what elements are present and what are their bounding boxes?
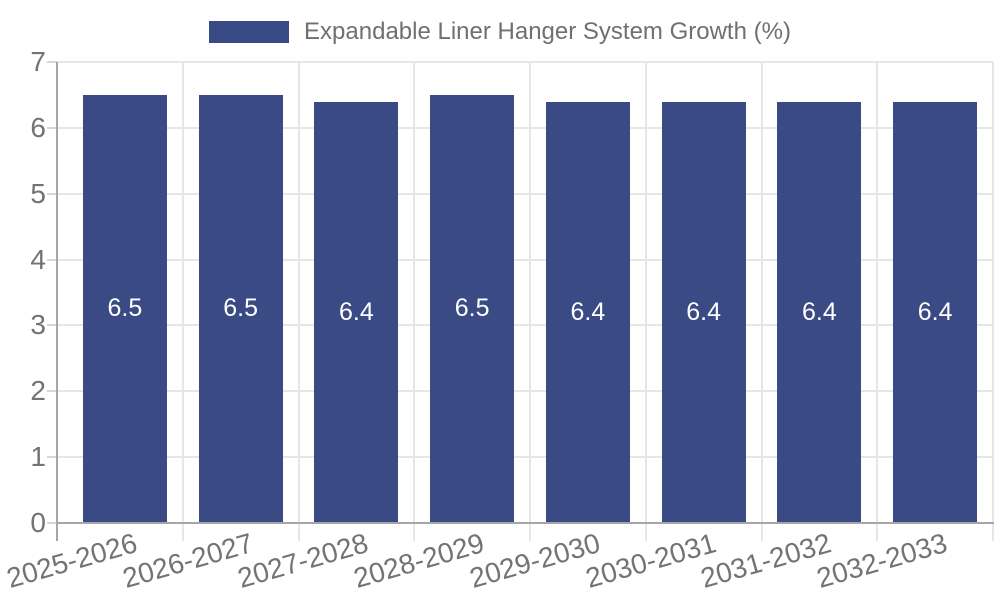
bar-value-label: 6.5 [223,294,258,323]
y-axis-tick-label: 7 [30,46,46,77]
bar-value-label: 6.4 [917,297,953,326]
bar: 6.4 [661,101,746,523]
y-axis-tick [47,61,57,63]
gridline-horizontal [57,390,993,393]
bar: 6.4 [893,101,978,523]
y-axis-tick [47,126,57,129]
y-axis-line [56,62,58,541]
gridline-vertical [760,62,763,541]
x-axis-line [56,522,994,524]
bar-value-label: 6.5 [454,294,490,323]
bar-value-label: 6.4 [338,297,374,326]
bar-value-label: 6.5 [107,294,143,323]
y-axis-tick-label: 4 [30,243,46,275]
bar: 6.4 [545,101,630,523]
gridline-vertical [413,62,416,541]
bar-value-label: 6.4 [570,297,606,326]
bar: 6.4 [314,101,399,523]
y-axis-tick-label: 0 [30,507,46,538]
bar: 6.5 [82,94,167,523]
y-axis-tick [47,192,57,195]
bar: 6.5 [430,94,515,523]
gridline-vertical [297,62,300,541]
y-axis-tick [47,324,57,327]
legend-swatch [209,21,290,43]
gridline-vertical [644,62,647,541]
bar-value-label: 6.4 [686,297,721,326]
gridline-horizontal [57,61,993,63]
gridline-vertical [876,62,879,541]
y-axis-tick-label: 5 [30,177,46,209]
gridline-horizontal [57,456,993,459]
gridline-vertical [992,62,994,541]
bar: 6.5 [198,94,283,523]
legend: Expandable Liner Hanger System Growth (%… [0,12,1000,52]
y-axis-tick-label: 1 [30,441,46,473]
gridline-vertical [181,62,184,541]
y-axis-tick [47,456,57,459]
y-axis-tick-label: 2 [30,375,46,407]
y-axis-tick [47,522,57,524]
legend-item[interactable]: Expandable Liner Hanger System Growth (%… [209,12,791,52]
gridline-horizontal [57,324,993,327]
y-axis-tick [47,258,57,261]
gridline-horizontal [57,258,993,261]
gridline-vertical [529,62,531,541]
y-axis-tick-label: 6 [30,111,46,143]
bar-value-label: 6.4 [801,297,837,326]
gridline-horizontal [57,192,993,195]
gridline-horizontal [57,126,993,129]
y-axis-tick-label: 3 [30,309,46,341]
bar: 6.4 [777,101,862,523]
y-axis-tick [47,390,57,393]
legend-label: Expandable Liner Hanger System Growth (%… [304,18,791,45]
